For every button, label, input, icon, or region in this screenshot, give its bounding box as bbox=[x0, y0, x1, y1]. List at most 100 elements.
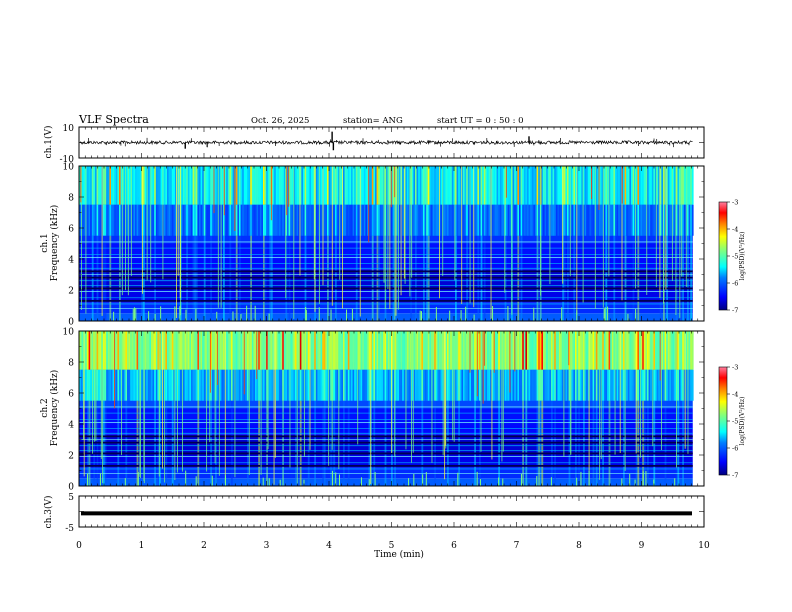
spectrogram-cell bbox=[200, 369, 203, 401]
spectrogram-cell bbox=[474, 166, 476, 205]
spectrogram-cell bbox=[131, 204, 134, 236]
spectrogram-cell bbox=[551, 369, 553, 401]
spectrogram-cell bbox=[626, 331, 628, 370]
spectrogram-cell bbox=[466, 369, 468, 401]
spectrogram-cell bbox=[91, 166, 94, 205]
spectrogram-cell bbox=[480, 204, 483, 236]
spectrogram-cell bbox=[279, 204, 281, 236]
spectrogram-cell bbox=[111, 166, 113, 205]
spectrogram-cell bbox=[282, 166, 284, 205]
spectrogram-cell bbox=[135, 369, 137, 401]
spectrogram-cell bbox=[512, 369, 515, 401]
spectrogram-cell bbox=[485, 369, 488, 401]
spectrogram-cell bbox=[568, 331, 571, 370]
spectrogram-cell bbox=[370, 166, 372, 205]
spectrogram-cell bbox=[589, 369, 592, 401]
spectrogram-cell bbox=[125, 331, 128, 370]
spectrogram-cell bbox=[109, 166, 112, 205]
spectrogram-cell bbox=[253, 369, 256, 401]
spectrogram-cell bbox=[618, 166, 620, 205]
spectrogram-cell bbox=[290, 204, 292, 236]
spectrogram-cell bbox=[546, 166, 548, 205]
spectrogram-cell bbox=[331, 331, 334, 370]
spectrogram-cell bbox=[559, 204, 561, 236]
spectrogram-cell bbox=[275, 331, 278, 370]
spectrogram-cell bbox=[554, 331, 556, 370]
spectrogram-cell bbox=[327, 369, 329, 401]
spectrogram-cell bbox=[327, 204, 329, 236]
spectrogram-cell bbox=[91, 204, 94, 236]
spectrogram-cell bbox=[107, 331, 110, 370]
spectrogram-cell bbox=[197, 331, 200, 370]
spectrogram-cell bbox=[83, 369, 86, 401]
spectrogram-cell bbox=[464, 331, 467, 370]
spectrogram-cell bbox=[407, 204, 409, 236]
spectrogram-cell bbox=[642, 166, 644, 205]
spectrogram-cell bbox=[250, 166, 252, 205]
spectrogram-cell bbox=[648, 204, 651, 236]
ch3-waveform-trace bbox=[81, 511, 692, 516]
spectrogram-cell bbox=[290, 369, 292, 401]
spectrogram-cell bbox=[483, 369, 486, 401]
spectrogram-cell bbox=[119, 331, 121, 370]
spectrogram-cell bbox=[330, 166, 332, 205]
spectrogram-cell bbox=[399, 331, 401, 370]
spectrogram-cell bbox=[480, 331, 483, 370]
spectrogram-cell bbox=[439, 331, 441, 370]
spectrogram-cell bbox=[368, 331, 371, 370]
spectrogram-cell bbox=[632, 331, 635, 370]
spectrogram-cell bbox=[549, 369, 552, 401]
spectrogram-cell bbox=[379, 166, 382, 205]
spectrogram-cell bbox=[160, 166, 163, 205]
spectrogram-cell bbox=[562, 331, 564, 370]
spectrogram-cell bbox=[440, 166, 443, 205]
spectrogram-cell bbox=[139, 166, 142, 205]
spectrogram-cell bbox=[99, 369, 102, 401]
spectrogram-cell bbox=[242, 331, 244, 370]
spectrogram-cell bbox=[323, 204, 326, 236]
spectrogram-cell bbox=[160, 204, 163, 236]
spectrogram-cell bbox=[378, 369, 380, 401]
spectrogram-cell bbox=[123, 369, 126, 401]
spectrogram-cell bbox=[333, 331, 336, 370]
spectrogram-cell bbox=[477, 369, 480, 401]
spectrogram-cell bbox=[541, 204, 544, 236]
spectrogram-cell bbox=[399, 166, 401, 205]
spectrogram-cell bbox=[691, 331, 694, 370]
spectrogram-cell bbox=[554, 204, 556, 236]
spectrogram-cell bbox=[371, 369, 374, 401]
spectrogram-cell bbox=[589, 331, 592, 370]
spectrogram-cell bbox=[575, 204, 577, 236]
spectrogram-cell bbox=[434, 204, 436, 236]
spectrogram-cell bbox=[352, 331, 355, 370]
spectrogram-cell bbox=[635, 166, 638, 205]
spectrogram-cell bbox=[485, 204, 488, 236]
spectrogram-cell bbox=[119, 369, 121, 401]
spectrogram-cell bbox=[114, 331, 116, 370]
spectrogram-cell bbox=[407, 166, 409, 205]
spectrogram-cell bbox=[573, 369, 576, 401]
spectrogram-cell bbox=[448, 331, 451, 370]
spectrogram-cell bbox=[256, 369, 259, 401]
spectrogram-cell bbox=[232, 369, 235, 401]
spectrogram-cell bbox=[421, 166, 424, 205]
ch1-ytick-bottom: -10 bbox=[60, 155, 75, 165]
ch2-colorbar-ticks: -3 -4 -5 -6 -7 bbox=[727, 364, 738, 480]
ch1-ytick-top: 10 bbox=[63, 124, 75, 134]
spectrogram-cell bbox=[655, 331, 657, 370]
spectrogram-cell bbox=[371, 331, 374, 370]
spectrogram-cell bbox=[221, 369, 224, 401]
spectrogram-cell bbox=[477, 204, 480, 236]
spectrogram-cell bbox=[162, 331, 164, 370]
spectrogram-cell bbox=[531, 369, 534, 401]
spectrogram-cell bbox=[619, 204, 622, 236]
spectrogram-cell bbox=[317, 369, 320, 401]
spectrogram-cell bbox=[459, 369, 462, 401]
spectrogram-cell bbox=[96, 369, 99, 401]
spectrogram-cell bbox=[555, 331, 558, 370]
spectrogram-cell bbox=[627, 204, 630, 236]
spectrogram-cell bbox=[624, 166, 627, 205]
spectrogram-cell bbox=[434, 331, 436, 370]
spectrogram-cell bbox=[522, 166, 524, 205]
spectrogram-cell bbox=[111, 369, 113, 401]
